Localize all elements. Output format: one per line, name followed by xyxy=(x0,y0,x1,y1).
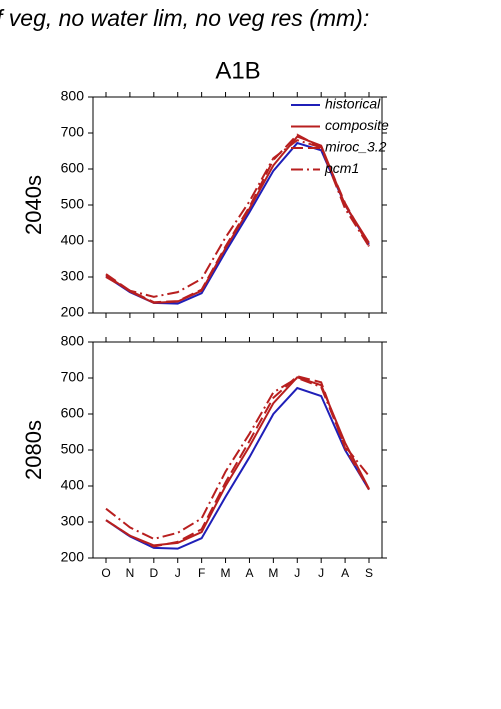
page-title: f veg, no water lim, no veg res (mm): xyxy=(0,5,369,31)
y-tick-label: 700 xyxy=(61,124,85,140)
y-tick-label: 400 xyxy=(61,232,85,248)
y-axis-label: 2080s xyxy=(21,420,46,480)
x-tick-label: N xyxy=(126,566,135,580)
x-tick-label: J xyxy=(175,566,181,580)
x-tick-label: M xyxy=(221,566,231,580)
x-tick-label: O xyxy=(101,566,110,580)
y-tick-label: 500 xyxy=(61,441,85,457)
series-line xyxy=(105,375,370,548)
legend-label: pcm1 xyxy=(324,160,359,176)
legend-label: miroc_3.2 xyxy=(325,139,387,155)
series-line xyxy=(105,376,370,540)
y-tick-label: 500 xyxy=(61,196,85,212)
y-tick-label: 600 xyxy=(61,160,85,176)
legend-label: historical xyxy=(325,96,381,112)
plot-frame xyxy=(92,341,383,559)
x-tick-label: S xyxy=(365,566,373,580)
panel-title: A1B xyxy=(215,57,260,84)
legend-label: composite xyxy=(325,117,389,133)
x-tick-label: J xyxy=(294,566,300,580)
y-tick-label: 600 xyxy=(61,405,85,421)
y-tick-label: 300 xyxy=(61,513,85,529)
x-tick-label: F xyxy=(198,566,205,580)
y-tick-label: 800 xyxy=(61,333,85,349)
y-tick-label: 200 xyxy=(61,549,85,565)
x-tick-label: A xyxy=(341,566,349,580)
x-tick-label: D xyxy=(149,566,158,580)
y-tick-label: 400 xyxy=(61,477,85,493)
x-tick-label: M xyxy=(268,566,278,580)
series-line xyxy=(105,139,370,298)
x-tick-label: A xyxy=(245,566,253,580)
y-tick-label: 300 xyxy=(61,268,85,284)
y-tick-label: 700 xyxy=(61,369,85,385)
y-tick-label: 200 xyxy=(61,304,85,320)
series-line xyxy=(105,386,370,550)
y-axis-label: 2040s xyxy=(21,175,46,235)
x-tick-label: J xyxy=(318,566,324,580)
y-tick-label: 800 xyxy=(61,88,85,104)
